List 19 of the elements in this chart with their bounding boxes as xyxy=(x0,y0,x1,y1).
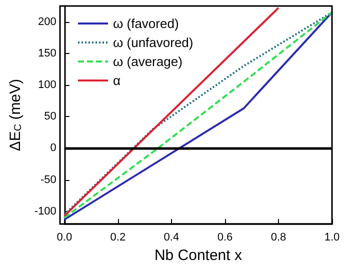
x-tick-label: 0.8 xyxy=(270,232,286,244)
x-tick-label: 1.0 xyxy=(324,232,340,244)
x-tick-label: 0.0 xyxy=(56,232,72,244)
y-tick-label: 200 xyxy=(38,16,56,28)
y-tick-label: -50 xyxy=(40,174,56,186)
y-axis-title: ΔEC (meV) xyxy=(7,78,24,152)
x-tick-label: 0.4 xyxy=(164,232,180,244)
x-tick-label: 0.2 xyxy=(110,232,126,244)
legend-label: ω (unfavored) xyxy=(113,35,194,50)
legend-label: α xyxy=(113,73,121,88)
y-tick-label: 50 xyxy=(44,110,56,123)
y-tick-label: -100 xyxy=(34,205,56,218)
y-tick-label: 150 xyxy=(38,47,56,60)
x-tick-label: 0.6 xyxy=(217,232,233,244)
legend-label: ω (average) xyxy=(113,54,182,69)
y-tick-label: 0 xyxy=(50,142,56,154)
y-tick-label: 100 xyxy=(38,78,56,91)
x-axis-title: Nb Content x xyxy=(154,247,242,264)
legend-label: ω (favored) xyxy=(113,16,179,31)
